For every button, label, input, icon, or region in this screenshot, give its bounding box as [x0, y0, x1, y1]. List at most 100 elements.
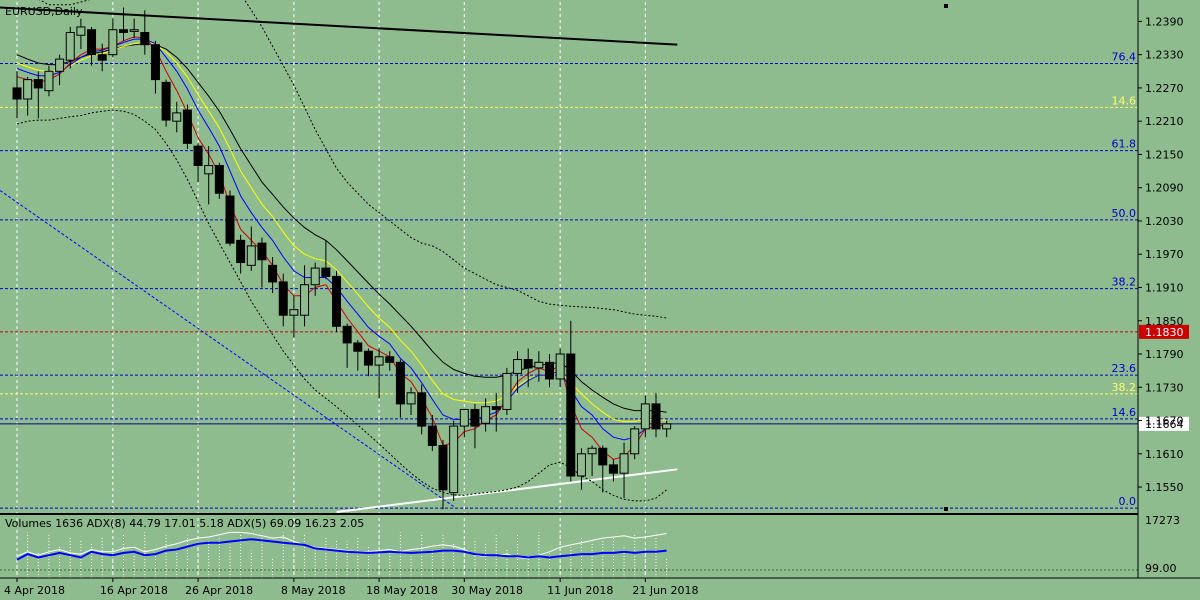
candle — [214, 162, 224, 199]
candle — [523, 348, 533, 388]
candle — [630, 426, 640, 460]
fib-level-label: 38.2 — [1112, 381, 1137, 394]
date-tick-label: 30 May 2018 — [451, 584, 523, 597]
red-level-label: 1.1830 — [1145, 326, 1184, 339]
candle — [619, 442, 629, 499]
candle-body — [459, 408, 469, 427]
candle — [651, 392, 661, 438]
candle-body — [236, 239, 246, 264]
candle-body — [651, 403, 661, 430]
candle — [65, 26, 75, 69]
blue-channel-line — [0, 190, 454, 507]
date-tick-label: 4 Apr 2018 — [4, 584, 65, 597]
candle-body — [278, 281, 288, 316]
candle — [427, 414, 437, 452]
candle — [470, 403, 480, 449]
price-tick-label: 1.1850 — [1145, 315, 1184, 328]
candle-body — [55, 58, 65, 72]
period-marker — [944, 4, 948, 8]
candle-body — [321, 267, 331, 277]
price-tick-label: 1.2090 — [1145, 182, 1184, 195]
candle-body — [76, 26, 86, 36]
candle-body — [598, 447, 608, 466]
bollinger-bands — [16, 0, 667, 502]
fib-level-label: 23.6 — [1112, 362, 1137, 375]
price-tick-label: 1.1970 — [1145, 248, 1184, 261]
candle — [193, 143, 203, 183]
candle-body — [619, 453, 629, 474]
candle-body — [161, 81, 171, 121]
candle-body — [65, 31, 75, 61]
candle-body — [555, 353, 565, 380]
current-price-label: 1.1664 — [1145, 418, 1184, 431]
indicator-scale-bottom: 99.00 — [1145, 562, 1177, 575]
adx-line — [16, 531, 667, 560]
candle-body — [481, 406, 491, 424]
candle — [268, 257, 278, 294]
candle — [97, 43, 107, 72]
candle-body — [119, 29, 128, 33]
candle-body — [566, 353, 576, 477]
candle — [172, 101, 182, 133]
price-tick-label: 1.1790 — [1145, 348, 1184, 361]
candle-body — [204, 165, 214, 175]
candle — [545, 354, 554, 388]
candle — [374, 348, 384, 399]
candle — [150, 40, 160, 94]
price-tick-label: 1.2150 — [1145, 148, 1184, 161]
candle-body — [630, 428, 640, 455]
long-trend-line — [0, 6, 678, 46]
candle — [278, 273, 288, 327]
candle-body — [395, 361, 405, 405]
candle — [640, 395, 650, 438]
price-tick-label: 1.2330 — [1145, 49, 1184, 62]
candle-body — [608, 464, 618, 474]
fib-level-label: 38.2 — [1112, 276, 1137, 289]
candle-body — [353, 342, 363, 352]
candle — [321, 240, 331, 280]
candle — [332, 270, 341, 332]
candle-body — [193, 145, 203, 167]
candle-body — [225, 195, 235, 244]
candle-body — [406, 392, 416, 405]
candle — [598, 445, 608, 493]
candle — [353, 340, 363, 371]
candle-body — [246, 245, 256, 266]
candle-body — [23, 79, 33, 100]
candle-body — [374, 356, 384, 366]
candle — [23, 76, 33, 116]
candle — [449, 420, 459, 501]
indicator-subwindow — [0, 513, 1138, 578]
candle — [257, 237, 267, 288]
candle — [555, 348, 565, 388]
current-price-badge — [1139, 416, 1189, 431]
candle — [87, 26, 97, 66]
candle-body — [12, 87, 22, 100]
candle — [662, 420, 672, 438]
candle-body — [342, 325, 352, 344]
candle-body — [87, 29, 97, 56]
price-tick-label: 1.2210 — [1145, 115, 1184, 128]
candle — [459, 408, 469, 438]
candle — [608, 459, 618, 482]
candle — [44, 65, 54, 97]
candle-body — [182, 109, 192, 144]
candle — [342, 323, 352, 368]
candle-body — [438, 444, 448, 491]
candle-body — [172, 112, 182, 122]
level-labels: 76.4 14.6 61.8 50.0 38.2 23.6 38.2 14.6 0.0 1.183… — [1112, 51, 1189, 508]
candle — [300, 265, 310, 327]
candle-body — [289, 309, 299, 316]
date-tick-label: 26 Apr 2018 — [185, 584, 253, 597]
candle — [76, 18, 86, 50]
price-tick-label: 1.1670 — [1145, 415, 1184, 428]
fib-level-label: 14.6 — [1112, 94, 1137, 107]
price-tick-label: 1.1550 — [1145, 481, 1184, 494]
candle-body — [385, 356, 395, 363]
date-tick-label: 8 May 2018 — [281, 584, 346, 597]
candle-body — [44, 70, 54, 92]
candle-body — [129, 29, 139, 32]
fib-level-label: 76.4 — [1112, 51, 1137, 64]
